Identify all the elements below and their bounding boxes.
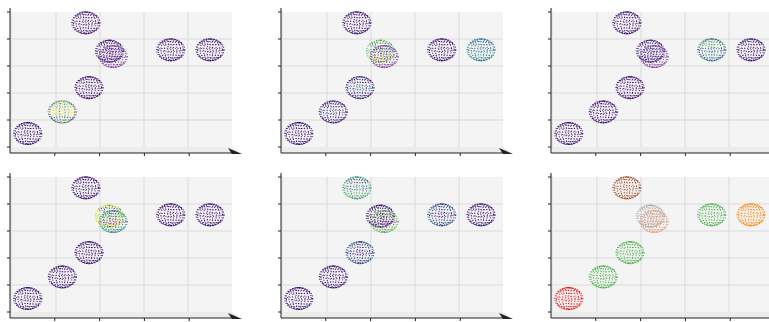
sphere-marker bbox=[369, 44, 399, 69]
sphere-marker bbox=[554, 121, 584, 146]
floor-pane bbox=[551, 147, 769, 153]
axis-corner-mark bbox=[228, 148, 242, 154]
sphere-marker bbox=[71, 176, 101, 200]
sphere-marker bbox=[284, 121, 314, 146]
sphere-marker bbox=[588, 100, 618, 124]
floor-pane bbox=[281, 312, 511, 318]
panel-6 bbox=[548, 173, 769, 321]
sphere-marker bbox=[71, 11, 101, 35]
sphere-marker bbox=[284, 286, 314, 311]
back-pane bbox=[553, 12, 769, 147]
back-pane bbox=[283, 12, 503, 147]
sphere-marker bbox=[342, 11, 372, 35]
axis-corner-mark bbox=[228, 313, 242, 319]
sphere-marker bbox=[342, 176, 372, 200]
sphere-marker bbox=[588, 265, 618, 289]
back-pane bbox=[12, 12, 232, 147]
sphere-marker bbox=[47, 265, 77, 289]
sphere-marker bbox=[554, 286, 584, 311]
floor-pane bbox=[281, 147, 511, 153]
back-pane bbox=[553, 177, 769, 312]
panel-2 bbox=[278, 8, 513, 156]
back-pane bbox=[12, 177, 232, 312]
sphere-marker bbox=[98, 210, 128, 234]
sphere-marker bbox=[639, 44, 669, 69]
sphere-marker bbox=[697, 38, 727, 62]
sphere-marker bbox=[427, 203, 457, 227]
panel-3 bbox=[548, 8, 769, 156]
sphere-marker bbox=[639, 210, 669, 234]
sphere-marker bbox=[615, 76, 645, 100]
sphere-marker bbox=[615, 241, 645, 265]
sphere-marker bbox=[345, 76, 375, 100]
sphere-marker bbox=[47, 100, 77, 124]
sphere-marker bbox=[369, 210, 399, 234]
floor-pane bbox=[10, 312, 240, 318]
sphere-marker bbox=[466, 203, 496, 227]
panel-5 bbox=[278, 173, 513, 321]
sphere-marker bbox=[697, 203, 727, 227]
sphere-marker bbox=[612, 11, 642, 35]
panel-4 bbox=[7, 173, 242, 321]
axis-corner-mark bbox=[499, 313, 513, 319]
sphere-marker bbox=[318, 265, 348, 289]
back-pane bbox=[283, 177, 503, 312]
sphere-marker bbox=[13, 286, 43, 311]
sphere-marker bbox=[156, 38, 186, 62]
sphere-marker bbox=[74, 241, 104, 265]
panel-1 bbox=[7, 8, 242, 156]
sphere-marker bbox=[195, 38, 225, 62]
sphere-marker bbox=[736, 203, 766, 227]
sphere-marker bbox=[345, 241, 375, 265]
axis-corner-mark bbox=[499, 148, 513, 154]
sphere-marker bbox=[612, 176, 642, 200]
sphere-marker bbox=[736, 38, 766, 62]
sphere-marker bbox=[466, 38, 496, 62]
sphere-marker bbox=[195, 203, 225, 227]
floor-pane bbox=[10, 147, 240, 153]
sphere-marker bbox=[427, 38, 457, 62]
sphere-marker bbox=[156, 203, 186, 227]
floor-pane bbox=[551, 312, 769, 318]
sphere-marker bbox=[13, 121, 43, 146]
sphere-marker bbox=[98, 44, 128, 69]
sphere-marker bbox=[318, 100, 348, 124]
sphere-marker bbox=[74, 76, 104, 100]
